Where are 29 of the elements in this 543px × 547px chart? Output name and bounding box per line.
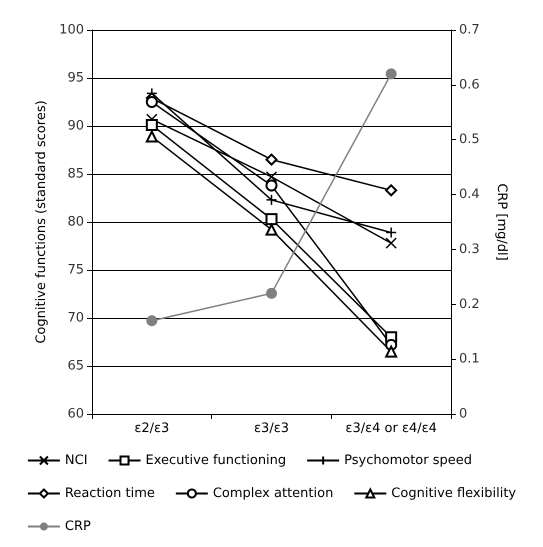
y2-tick-label: 0.1: [459, 352, 480, 367]
y-tick-label: 100: [59, 22, 84, 38]
y2-tick-label: 0.3: [459, 242, 480, 257]
y2-tick-label: 0.2: [459, 296, 480, 312]
y-tick-label: 65: [67, 358, 84, 374]
y-tick-label: 60: [67, 406, 84, 422]
legend-label: Cognitive flexibility: [391, 486, 516, 501]
y-tick-label: 70: [67, 310, 84, 326]
legend-label: CRP: [64, 519, 91, 534]
legend-label: Reaction time: [64, 486, 155, 501]
x-tick-label: ε2/ε3: [134, 421, 170, 436]
y2-tick-label: 0: [459, 406, 468, 422]
y2-tick-label: 0.6: [459, 77, 480, 92]
x-tick-label: ε3/ε3: [254, 421, 289, 436]
x-tick-label: ε3/ε4 or ε4/ε4: [345, 421, 437, 436]
y2-tick-label: 0.7: [459, 22, 480, 38]
legend-label: NCI: [64, 453, 88, 468]
legend-label: Psychomotor speed: [344, 453, 472, 468]
y2-tick-label: 0.4: [459, 187, 480, 202]
y-tick-label: 75: [67, 262, 84, 278]
y2-axis-title: CRP [mg/dl]: [494, 183, 509, 261]
y-tick-label: 95: [67, 70, 84, 86]
y2-tick-label: 0.5: [459, 132, 480, 148]
y-tick-label: 85: [67, 166, 84, 182]
y-tick-label: 90: [67, 118, 84, 134]
y-tick-label: 80: [67, 214, 84, 230]
y-axis-title: Cognitive functions (standard scores): [34, 100, 49, 344]
legend-label: Executive functioning: [146, 453, 286, 468]
legend-label: Complex attention: [212, 486, 334, 501]
